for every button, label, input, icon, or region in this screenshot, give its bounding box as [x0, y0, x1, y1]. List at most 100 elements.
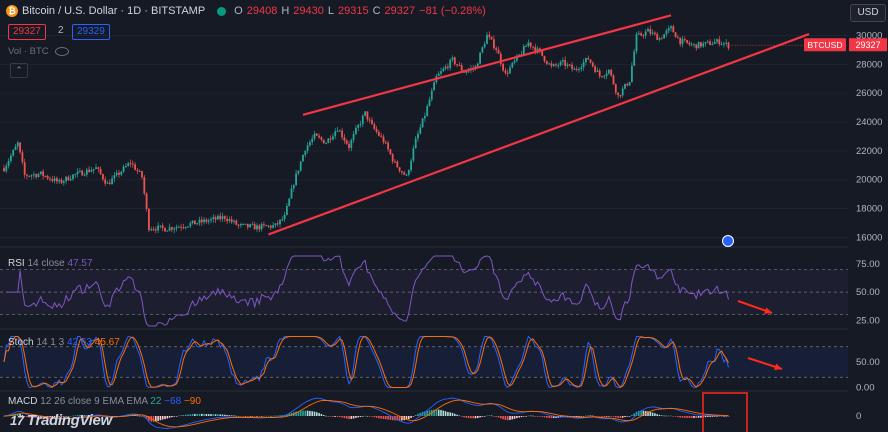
trend-channel[interactable]	[268, 14, 810, 236]
candle-body	[154, 229, 157, 231]
macd-hist-bar	[279, 415, 281, 416]
macd-hist-bar	[700, 416, 702, 418]
macd-hist-bar	[371, 416, 373, 417]
macd-hist-bar	[670, 415, 672, 417]
macd-hist-bar	[30, 416, 33, 418]
candle-body	[184, 227, 187, 229]
macd-hist-bar	[382, 416, 385, 420]
price-tick-label: 30000	[856, 31, 882, 42]
candle-body	[90, 170, 93, 172]
stoch-pane: 50.00 0.00	[0, 335, 880, 393]
candle-body	[127, 163, 130, 166]
candle-body	[403, 172, 406, 175]
candle-body	[244, 223, 247, 225]
macd-hist-bar	[286, 414, 288, 416]
macd-hist-bar	[253, 416, 256, 417]
candle-body	[447, 66, 449, 68]
macd-hist-bar	[28, 416, 31, 418]
candle-body	[417, 133, 419, 139]
candle-body	[562, 60, 564, 62]
candle-body	[458, 65, 461, 67]
macd-hist-bar	[527, 415, 530, 417]
candle-body	[348, 143, 350, 149]
macd-hist-bar	[647, 411, 649, 416]
macd-hist-bar	[495, 416, 497, 417]
macd-hist-bar	[244, 416, 247, 417]
candle-body	[249, 224, 251, 228]
candle-body	[352, 134, 355, 141]
macd-hist-bar	[23, 416, 26, 417]
macd-hist-bar	[465, 416, 468, 418]
buy-price-button[interactable]: 29329	[72, 24, 110, 40]
candle-body	[129, 163, 132, 165]
sell-price-button[interactable]: 29327	[8, 24, 46, 40]
macd-hist-bar	[26, 416, 28, 418]
currency-selector[interactable]: USD	[850, 4, 886, 22]
macd-hist-bar	[60, 416, 63, 417]
candle-body	[79, 170, 81, 172]
macd-hist-bar	[693, 416, 695, 418]
macd-hist-bar	[428, 410, 431, 416]
candle-body	[210, 219, 212, 221]
candle-body	[543, 55, 546, 62]
macd-hist-bar	[318, 413, 320, 416]
candle-body	[265, 225, 268, 227]
macd-hist-bar	[306, 410, 309, 416]
macd-hist-bar	[585, 415, 587, 417]
candle-body	[148, 208, 150, 231]
macd-hist-bar	[608, 416, 610, 417]
market-open-icon	[217, 6, 227, 16]
candle-body	[532, 46, 534, 48]
macd-tick-label: 0	[856, 411, 861, 422]
macd-hist-bar	[164, 416, 166, 420]
candle-body	[125, 165, 127, 167]
macd-hist-bar	[690, 416, 693, 419]
candle-body	[37, 174, 40, 178]
candle-body	[338, 130, 341, 132]
candle-body	[637, 33, 640, 35]
candle-body	[723, 43, 725, 45]
macd-hist-bar	[53, 416, 56, 417]
macd-hist-bar	[148, 416, 150, 421]
macd-hist-bar	[161, 416, 164, 420]
candle-body	[299, 161, 302, 171]
candle-body	[711, 44, 714, 46]
price-tick-label: 16000	[856, 232, 882, 243]
macd-hist-bar	[396, 416, 399, 421]
macd-hist-bar	[677, 416, 679, 417]
candle-body	[552, 64, 555, 66]
symbol-tag-bg	[804, 38, 846, 52]
stoch-legend[interactable]: Stoch 14 1 3 42.63 45.67	[8, 337, 120, 348]
candle-body	[384, 142, 387, 144]
volume-legend[interactable]: Vol · BTC	[8, 46, 69, 57]
candle-body	[690, 44, 693, 46]
macd-hist-bar	[219, 414, 221, 416]
candle-body	[573, 68, 576, 70]
candle-body	[601, 76, 603, 78]
candle-body	[665, 30, 668, 35]
macd-hist-bar	[481, 416, 484, 417]
candle-body	[304, 150, 307, 156]
candle-body	[460, 65, 463, 71]
candle-body	[226, 218, 228, 222]
candle-body	[405, 174, 408, 176]
macd-legend[interactable]: MACD 12 26 close 9 EMA EMA 22 −68 −90	[8, 396, 201, 407]
macd-hist-bar	[444, 411, 447, 416]
rsi-legend[interactable]: RSI 14 close 47.57	[8, 258, 93, 269]
macd-hist-bar	[638, 410, 640, 416]
candle-body	[506, 72, 509, 74]
eye-icon[interactable]	[54, 47, 69, 56]
candle-body	[700, 42, 702, 47]
macd-hist-bar	[532, 415, 534, 417]
candle-body	[640, 33, 642, 36]
collapse-legend-button[interactable]: ⌃	[10, 63, 28, 78]
symbol-legend[interactable]: ₿ Bitcoin / U.S. Dollar · 1D · BITSTAMP …	[6, 3, 486, 19]
macd-hist-bar	[536, 416, 539, 417]
candle-body	[88, 169, 90, 172]
candle-body	[382, 136, 385, 143]
macd-hist-bar	[226, 415, 228, 416]
candle-body	[194, 220, 196, 225]
candle-body	[686, 40, 688, 43]
macd-hist-bar	[679, 416, 681, 418]
macd-hist-bar	[375, 416, 378, 418]
